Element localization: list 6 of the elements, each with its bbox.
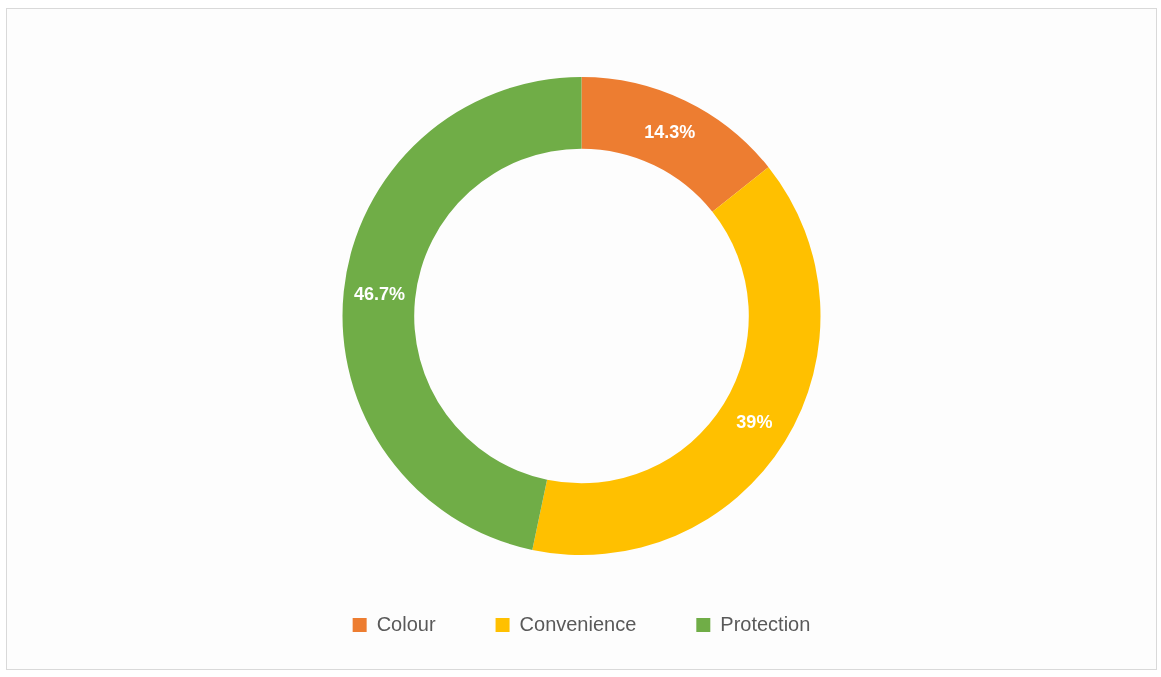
data-label: 46.7% (353, 283, 405, 304)
legend-label: Colour (376, 612, 436, 635)
legend-label: Convenience (519, 612, 637, 635)
data-label: 14.3% (644, 121, 696, 142)
data-label: 39% (736, 411, 773, 432)
legend-label: Protection (720, 612, 811, 635)
